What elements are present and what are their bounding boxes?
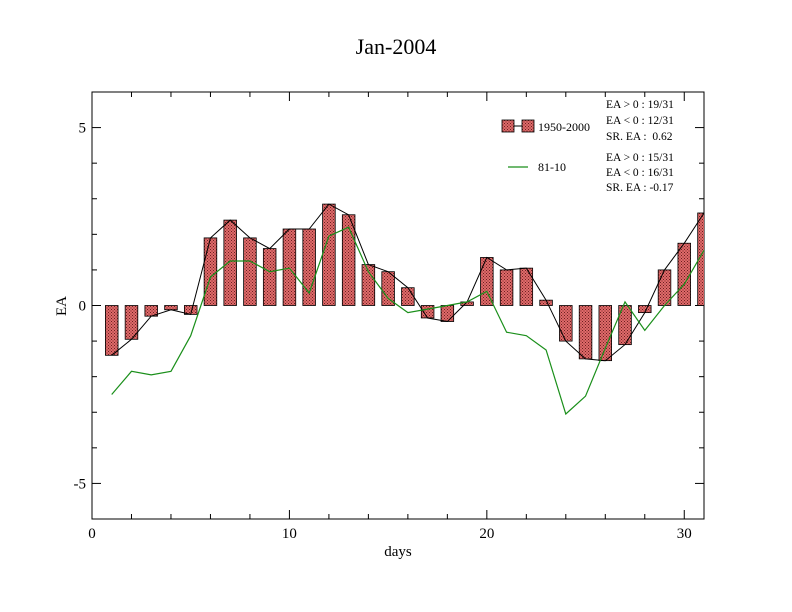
bar <box>440 305 455 322</box>
bar <box>480 257 494 306</box>
bar <box>322 203 336 306</box>
bar <box>381 271 395 306</box>
x-tick-label: 0 <box>88 526 96 542</box>
y-axis-ticks: -5 0 5 <box>74 121 704 492</box>
chart-title: Jan-2004 <box>356 34 437 59</box>
bar <box>697 212 704 306</box>
series-line-81-10 <box>111 226 704 416</box>
bar <box>105 305 119 356</box>
x-axis-ticks: 0 10 20 30 <box>88 92 692 542</box>
legend-swatch-1950-2000-right <box>521 119 535 133</box>
legend: 1950-2000 81-10 EA > 0 : 19/31 EA < 0 : … <box>501 99 674 194</box>
y-axis-label: EA <box>54 296 70 316</box>
bar <box>499 269 514 306</box>
legend-label-1950-2000: 1950-2000 <box>538 120 590 134</box>
bar-series <box>105 203 704 362</box>
bar <box>223 219 237 306</box>
bar <box>203 237 218 306</box>
x-tick-label: 20 <box>479 526 494 542</box>
x-tick-label: 10 <box>282 526 297 542</box>
bar <box>243 237 257 306</box>
y-tick-label: -5 <box>74 476 87 492</box>
bar <box>282 228 297 306</box>
bar <box>164 305 178 311</box>
bar <box>401 287 415 306</box>
stats-sr-81-10: SR. EA : -0.17 <box>606 182 674 194</box>
legend-swatch-1950-2000 <box>501 119 515 133</box>
stats-negative-81-10: EA < 0 : 16/31 <box>606 167 674 179</box>
stats-sr-1950-2000: SR. EA : 0.62 <box>606 131 673 143</box>
stats-positive-81-10: EA > 0 : 15/31 <box>606 152 674 164</box>
bar <box>578 305 593 360</box>
x-tick-label: 30 <box>677 526 692 542</box>
y-tick-label: 5 <box>79 121 87 137</box>
x-axis-label: days <box>384 544 412 560</box>
bar <box>519 267 534 306</box>
bar <box>677 242 691 306</box>
stats-negative-1950-2000: EA < 0 : 12/31 <box>606 115 674 127</box>
bar <box>559 305 573 342</box>
bar <box>302 228 316 306</box>
y-tick-label: 0 <box>79 299 87 315</box>
bar <box>598 305 613 362</box>
stats-positive-1950-2000: EA > 0 : 19/31 <box>606 99 674 111</box>
legend-label-81-10: 81-10 <box>538 160 566 174</box>
bar <box>262 248 277 306</box>
series-line-1950-2000 <box>111 203 704 362</box>
